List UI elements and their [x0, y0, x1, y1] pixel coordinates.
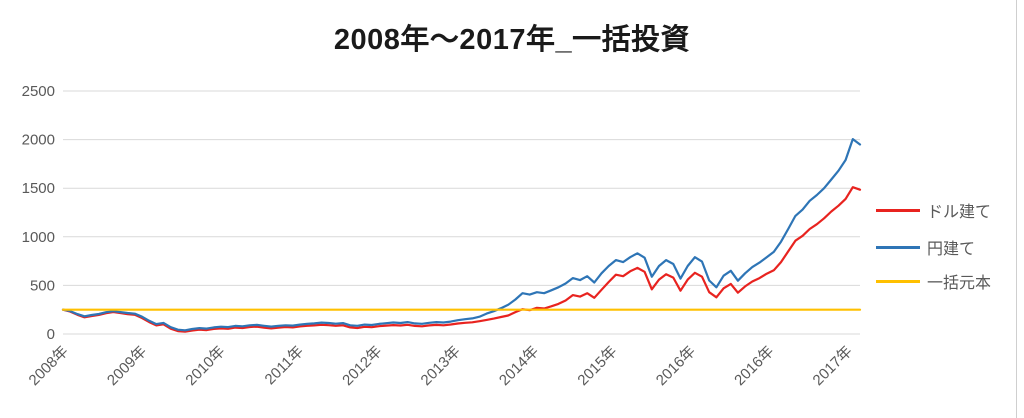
- x-axis-tick-label: 2017年: [810, 343, 856, 389]
- legend-item-dollar: ドル建て: [876, 200, 992, 221]
- x-axis-tick-label: 2016年: [653, 343, 699, 389]
- legend-marker-yen-line: [876, 245, 920, 249]
- x-axis-tick-label: 2014年: [496, 343, 542, 389]
- x-axis-tick-label: 2011年: [262, 343, 307, 388]
- y-axis-tick-label: 2500: [22, 83, 55, 100]
- legend-item-principal: 一括元本: [876, 271, 992, 292]
- x-axis-tick-label: 2015年: [574, 343, 620, 389]
- x-axis-tick-label: 2012年: [339, 343, 385, 389]
- y-axis-tick-label: 1500: [22, 180, 55, 197]
- legend-item-yen: 円建て: [876, 237, 976, 258]
- chart-border: [1016, 0, 1017, 418]
- y-axis-tick-label: 1000: [22, 229, 55, 246]
- legend-label-principal: 一括元本: [927, 275, 992, 292]
- x-axis-tick-label: 2009年: [104, 343, 150, 389]
- y-axis-tick-label: 500: [30, 277, 55, 294]
- x-axis-tick-label: 2016年: [731, 343, 777, 389]
- x-axis-tick-label: 2013年: [418, 343, 464, 389]
- series-line-0: [61, 186, 862, 333]
- legend-label-dollar: ドル建て: [927, 204, 992, 221]
- y-axis-tick-label: 2000: [22, 132, 55, 149]
- legend-marker-principal-line: [876, 279, 920, 283]
- legend-label-yen: 円建て: [927, 241, 976, 258]
- x-axis-tick-label: 2008年: [26, 343, 72, 389]
- series-line-1: [61, 138, 862, 332]
- legend-marker-dollar-line: [876, 208, 920, 212]
- chart-title: 2008年～2017年_一括投資: [333, 24, 691, 56]
- y-axis-tick-label: 0: [47, 326, 55, 343]
- x-axis-tick-label: 2010年: [182, 343, 228, 389]
